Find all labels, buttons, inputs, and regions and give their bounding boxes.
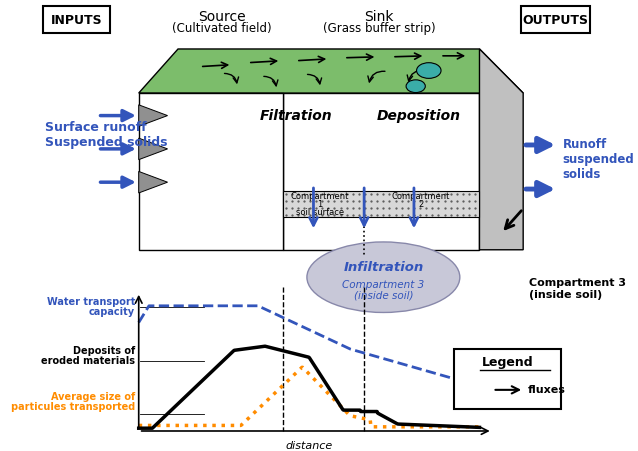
Polygon shape: [138, 138, 168, 160]
Text: Compartment 3: Compartment 3: [342, 280, 424, 290]
Text: eroded materials: eroded materials: [41, 355, 135, 366]
Text: Source: Source: [198, 10, 246, 24]
Text: Average size of: Average size of: [51, 392, 135, 402]
FancyBboxPatch shape: [43, 6, 110, 33]
Polygon shape: [283, 93, 480, 250]
FancyBboxPatch shape: [521, 6, 590, 33]
Text: (inside soil): (inside soil): [353, 291, 413, 301]
Text: particules transported: particules transported: [11, 401, 135, 412]
Polygon shape: [138, 171, 168, 193]
Text: OUTPUTS: OUTPUTS: [523, 14, 588, 27]
Text: Compartment 3
(inside soil): Compartment 3 (inside soil): [530, 278, 627, 300]
Text: distance: distance: [285, 441, 333, 451]
Text: 1: 1: [317, 200, 322, 209]
Polygon shape: [480, 49, 523, 250]
Ellipse shape: [417, 63, 441, 78]
Text: Compartment: Compartment: [392, 192, 450, 201]
Polygon shape: [138, 105, 168, 126]
Polygon shape: [138, 93, 283, 250]
Text: Compartment: Compartment: [290, 192, 349, 201]
Text: Deposits of: Deposits of: [73, 346, 135, 356]
FancyBboxPatch shape: [454, 349, 561, 410]
Polygon shape: [283, 191, 480, 217]
Text: Legend: Legend: [482, 356, 533, 369]
Text: Sink: Sink: [364, 10, 394, 24]
Text: 2: 2: [419, 200, 424, 209]
Text: (Grass buffer strip): (Grass buffer strip): [323, 22, 435, 35]
Text: Runoff
suspended
solids: Runoff suspended solids: [563, 138, 634, 181]
Text: Infiltration: Infiltration: [343, 261, 424, 274]
Text: Deposition: Deposition: [376, 109, 461, 123]
Text: soil surface: soil surface: [295, 207, 344, 216]
Text: fluxes: fluxes: [528, 385, 565, 395]
Text: Surface runoff
Suspended solids: Surface runoff Suspended solids: [45, 121, 168, 149]
Ellipse shape: [307, 242, 460, 313]
Text: capacity: capacity: [89, 307, 135, 317]
Text: Filtration: Filtration: [260, 109, 332, 123]
Text: INPUTS: INPUTS: [51, 14, 103, 27]
Text: (Cultivated field): (Cultivated field): [172, 22, 272, 35]
Ellipse shape: [406, 80, 426, 92]
Text: Water transport: Water transport: [47, 297, 135, 307]
Polygon shape: [138, 49, 523, 93]
